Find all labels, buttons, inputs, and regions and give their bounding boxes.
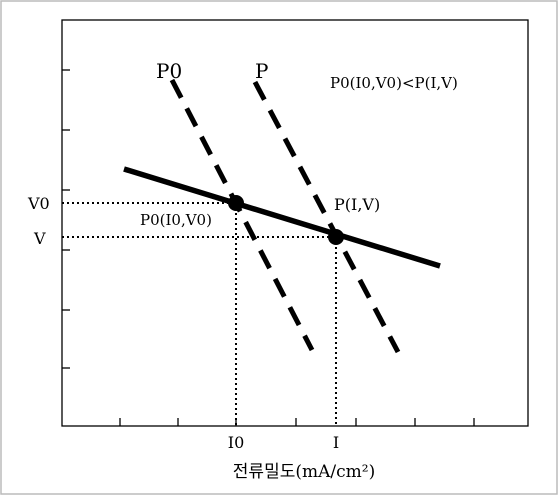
v0-label: V0 bbox=[27, 194, 50, 213]
p-curve bbox=[252, 80, 401, 354]
y-axis-ticks bbox=[62, 69, 70, 369]
point-p0-label: P0(I0,V0) bbox=[140, 211, 212, 229]
plot-frame bbox=[61, 19, 529, 427]
operating-line bbox=[123, 166, 441, 269]
x-axis-ticks bbox=[119, 418, 475, 426]
i-label: I bbox=[333, 433, 339, 452]
v-label: V bbox=[33, 229, 46, 248]
point-p-marker bbox=[328, 229, 344, 245]
guide-lines bbox=[62, 202, 337, 426]
curve-p0-label: P0 bbox=[156, 59, 182, 83]
point-p-label: P(I,V) bbox=[334, 195, 380, 214]
point-p0-marker bbox=[228, 195, 244, 211]
i0-label: I0 bbox=[228, 433, 245, 452]
relation-label: P0(I0,V0)<P(I,V) bbox=[330, 74, 458, 92]
p0-curve bbox=[169, 78, 315, 352]
x-axis-title: 전류밀도(mA/cm²) bbox=[233, 462, 375, 482]
curve-p-label: P bbox=[255, 59, 268, 83]
